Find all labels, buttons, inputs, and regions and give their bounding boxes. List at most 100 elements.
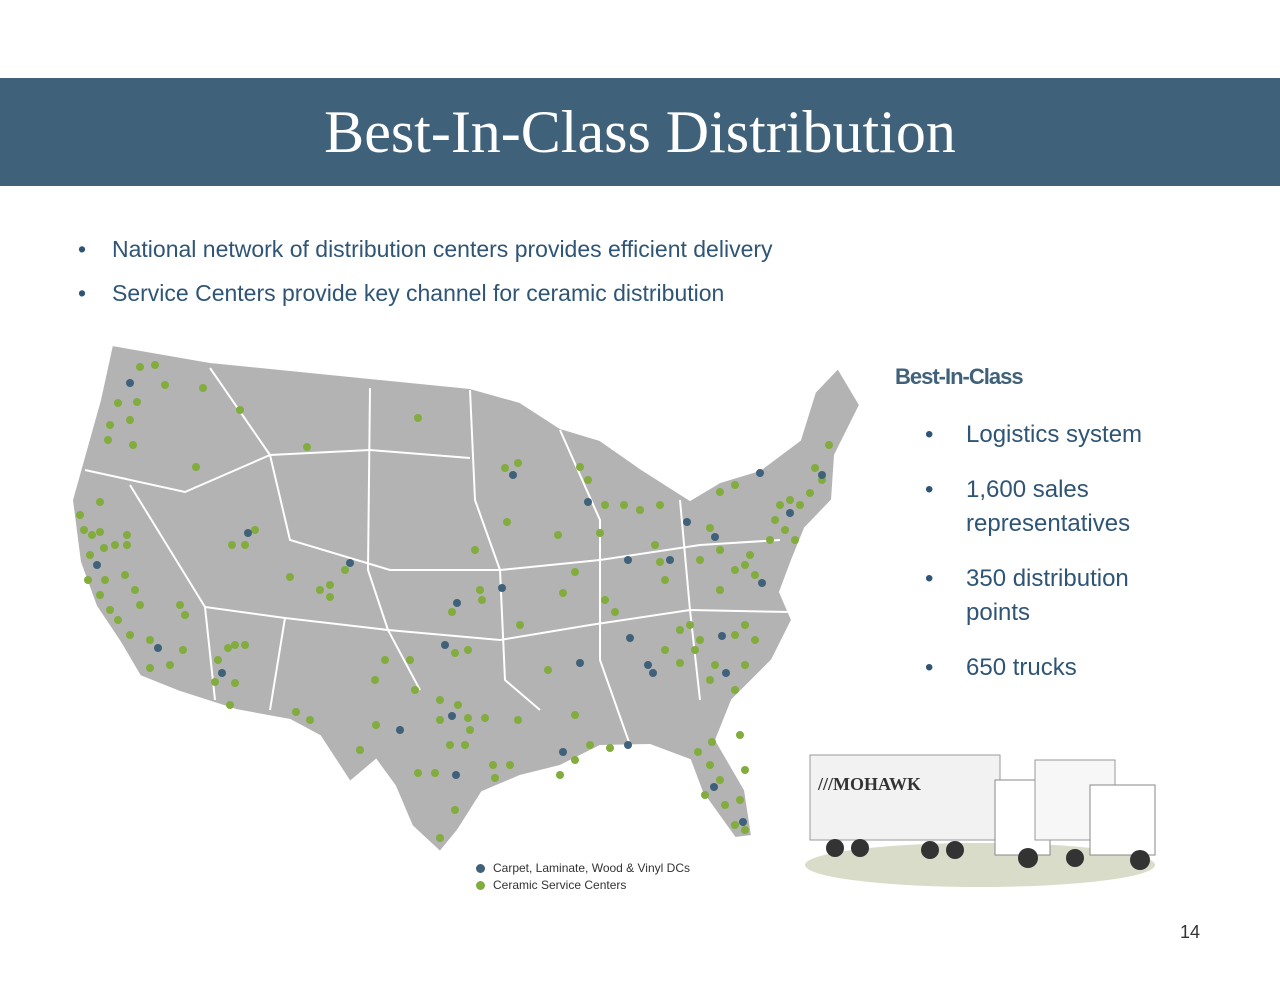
- location-dot: [731, 481, 739, 489]
- location-dot: [559, 589, 567, 597]
- location-dot: [96, 591, 104, 599]
- location-dot: [136, 601, 144, 609]
- location-dot: [514, 459, 522, 467]
- location-dot: [491, 774, 499, 782]
- location-dot: [694, 748, 702, 756]
- location-dot: [825, 441, 833, 449]
- location-dot: [436, 696, 444, 704]
- location-dot: [154, 644, 162, 652]
- location-dot: [514, 716, 522, 724]
- location-dot: [576, 659, 584, 667]
- location-dot: [701, 791, 709, 799]
- location-dot: [326, 593, 334, 601]
- location-dot: [771, 516, 779, 524]
- location-dot: [686, 621, 694, 629]
- location-dot: [741, 621, 749, 629]
- location-dot: [454, 701, 462, 709]
- location-dot: [781, 526, 789, 534]
- location-dot: [236, 406, 244, 414]
- location-dot: [121, 571, 129, 579]
- us-outline: [70, 343, 862, 854]
- legend-item: Carpet, Laminate, Wood & Vinyl DCs: [476, 861, 690, 878]
- location-dot: [571, 756, 579, 764]
- location-dot: [626, 634, 634, 642]
- location-dot: [620, 501, 628, 509]
- location-dot: [131, 586, 139, 594]
- location-dot: [431, 769, 439, 777]
- location-dot: [636, 506, 644, 514]
- state-borders: [84, 367, 791, 746]
- location-dot: [436, 834, 444, 842]
- location-dot: [126, 416, 134, 424]
- location-dot: [716, 776, 724, 784]
- location-dot: [711, 533, 719, 541]
- legend-label: Carpet, Laminate, Wood & Vinyl DCs: [493, 861, 690, 875]
- location-dot: [451, 806, 459, 814]
- location-dot: [453, 599, 461, 607]
- location-dot: [731, 686, 739, 694]
- location-dot: [556, 771, 564, 779]
- location-dot: [722, 669, 730, 677]
- trailer: [809, 754, 1001, 841]
- location-dot: [100, 544, 108, 552]
- location-dot: [706, 676, 714, 684]
- location-dot: [96, 498, 104, 506]
- location-dot: [86, 551, 94, 559]
- location-dot: [506, 761, 514, 769]
- location-dot: [241, 541, 249, 549]
- location-dot: [818, 471, 826, 479]
- location-dot: [452, 771, 460, 779]
- us-map: [70, 343, 862, 854]
- location-dot: [123, 531, 131, 539]
- location-dot: [414, 769, 422, 777]
- location-dot: [706, 761, 714, 769]
- location-dot: [448, 712, 456, 720]
- truck-image: ///MOHAWK: [805, 754, 1156, 887]
- location-dot: [606, 744, 614, 752]
- location-dot: [806, 489, 814, 497]
- location-dot: [503, 518, 511, 526]
- location-dot: [741, 826, 749, 834]
- location-dot: [584, 498, 592, 506]
- location-dot: [199, 384, 207, 392]
- wheels: [826, 839, 1150, 870]
- location-dot: [371, 676, 379, 684]
- location-dot: [649, 669, 657, 677]
- location-dot: [176, 601, 184, 609]
- location-dot: [126, 631, 134, 639]
- location-dot: [214, 656, 222, 664]
- location-dot: [736, 731, 744, 739]
- location-dot: [471, 546, 479, 554]
- location-dot: [559, 748, 567, 756]
- location-dot: [661, 576, 669, 584]
- location-dots: [76, 361, 833, 842]
- location-dot: [381, 656, 389, 664]
- location-dot: [464, 714, 472, 722]
- location-dot: [758, 579, 766, 587]
- location-dot: [211, 678, 219, 686]
- location-dot: [666, 556, 674, 564]
- location-dot: [101, 576, 109, 584]
- location-dot: [231, 679, 239, 687]
- legend: Carpet, Laminate, Wood & Vinyl DCs Ceram…: [476, 861, 690, 895]
- location-dot: [114, 399, 122, 407]
- location-dot: [544, 666, 552, 674]
- location-dot: [711, 661, 719, 669]
- side-item: Logistics system: [925, 418, 1185, 452]
- location-dot: [710, 783, 718, 791]
- location-dot: [136, 363, 144, 371]
- location-dot: [181, 611, 189, 619]
- location-dot: [218, 669, 226, 677]
- location-dot: [84, 576, 92, 584]
- location-dot: [228, 541, 236, 549]
- location-dot: [736, 796, 744, 804]
- location-dot: [696, 556, 704, 564]
- location-dot: [446, 741, 454, 749]
- location-dot: [489, 761, 497, 769]
- location-dot: [151, 361, 159, 369]
- location-dot: [741, 561, 749, 569]
- location-dot: [516, 621, 524, 629]
- location-dot: [106, 421, 114, 429]
- location-dot: [451, 649, 459, 657]
- bullet: Service Centers provide key channel for …: [78, 280, 773, 324]
